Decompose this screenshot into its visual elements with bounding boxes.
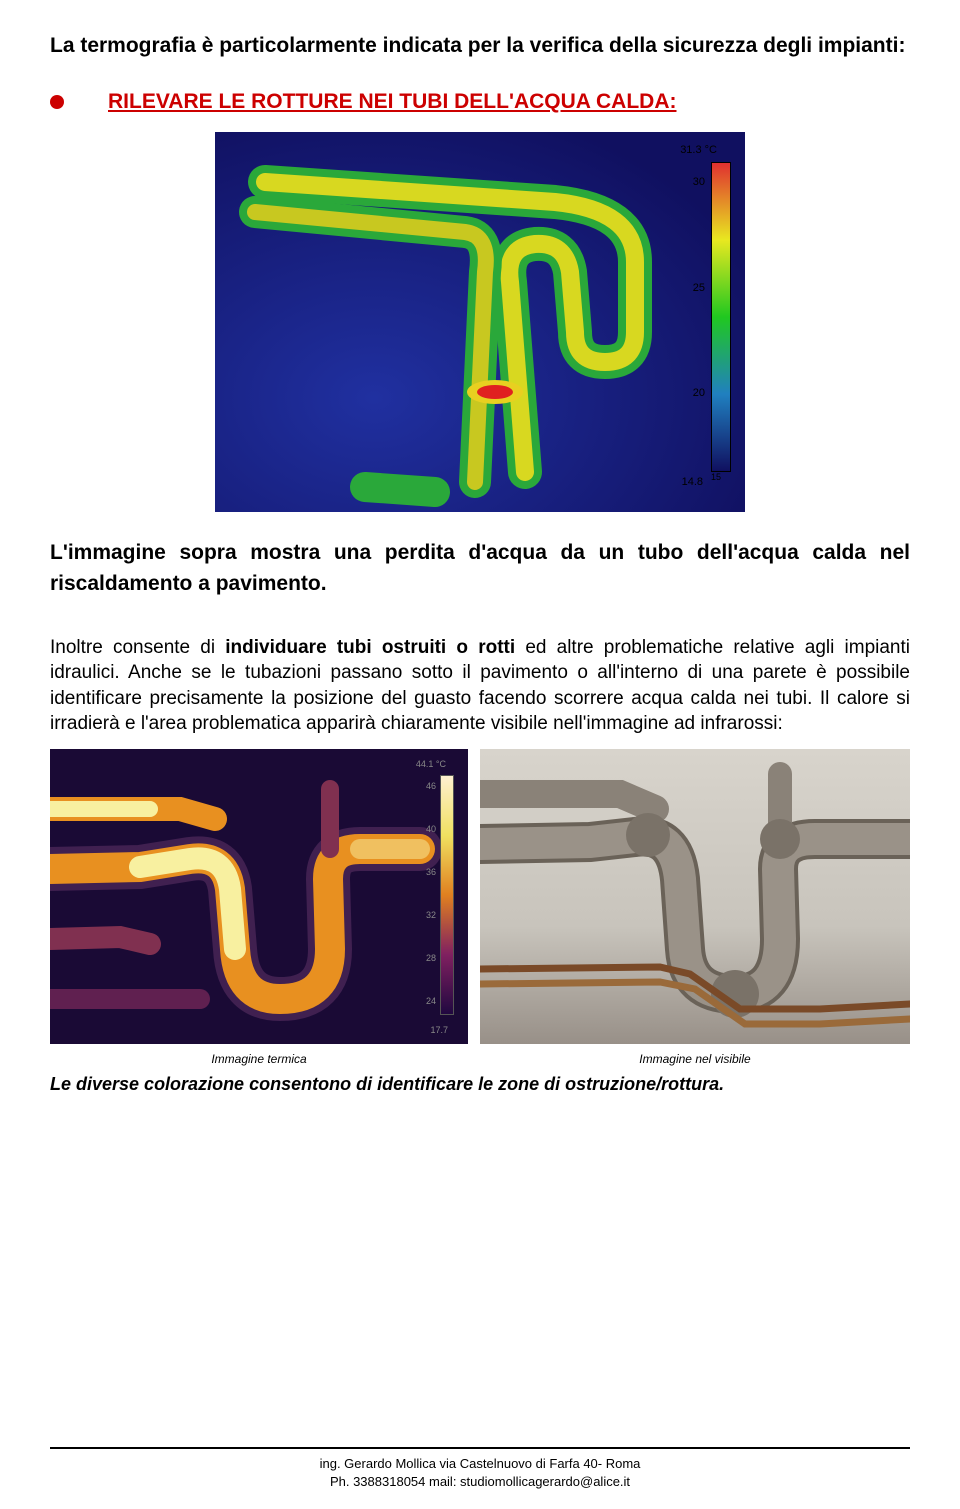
bullet-item: RILEVARE LE ROTTURE NEI TUBI DELL'ACQUA … <box>50 90 910 114</box>
image-comparison-row: 44.1 °C 46 40 36 32 28 24 17.7 <box>50 749 910 1044</box>
colorbar-tick: 25 <box>693 282 705 294</box>
image-captions-row: Immagine termica Immagine nel visibile <box>50 1052 910 1066</box>
footer-line-2: Ph. 3388318054 mail: studiomollicagerard… <box>50 1473 910 1491</box>
para-seg: Inoltre consente di <box>50 637 225 658</box>
thermal-caption: L'immagine sopra mostra una perdita d'ac… <box>50 537 910 600</box>
colorbar-tick: 36 <box>426 867 436 877</box>
colorbar-top-label: 31.3 °C <box>680 144 717 156</box>
footer-divider <box>50 1447 910 1449</box>
page-heading: La termografia è particolarmente indicat… <box>50 30 910 62</box>
colorbar-icon <box>440 775 454 1015</box>
bullet-text: RILEVARE LE ROTTURE NEI TUBI DELL'ACQUA … <box>108 90 676 114</box>
colorbar-tick: 28 <box>426 953 436 963</box>
colorbar-tick: 30 <box>693 176 705 188</box>
colorbar-tick: 32 <box>426 910 436 920</box>
caption-visible: Immagine nel visibile <box>480 1052 910 1066</box>
thermal-image-floor-heating: 31.3 °C 30 25 20 14.8 15 <box>215 132 745 512</box>
colorbar-icon <box>711 162 731 472</box>
colorbar-bottom-label: 14.8 <box>682 476 703 488</box>
colorbar-tick: 24 <box>426 996 436 1006</box>
colorbar-bottom-label: 17.7 <box>430 1025 448 1035</box>
visible-image-pipes <box>480 749 910 1044</box>
comparison-caption: Le diverse colorazione consentono di ide… <box>50 1074 910 1095</box>
page-footer: ing. Gerardo Mollica via Castelnuovo di … <box>50 1447 910 1491</box>
thermal-image-pipes: 44.1 °C 46 40 36 32 28 24 17.7 <box>50 749 468 1044</box>
thermal-pipes-svg <box>215 132 745 512</box>
visible-pipes-svg <box>480 749 910 1044</box>
caption-thermal: Immagine termica <box>50 1052 468 1066</box>
paragraph-body: Inoltre consente di individuare tubi ost… <box>50 635 910 738</box>
colorbar-top-label: 44.1 °C <box>416 759 446 769</box>
thermal-pipes-2-svg <box>50 749 468 1044</box>
colorbar-bottom-exp: 15 <box>711 472 721 482</box>
colorbar-tick: 40 <box>426 824 436 834</box>
footer-line-1: ing. Gerardo Mollica via Castelnuovo di … <box>50 1455 910 1473</box>
colorbar-tick: 46 <box>426 781 436 791</box>
colorbar-tick: 20 <box>693 387 705 399</box>
bullet-dot-icon <box>50 95 64 109</box>
para-bold: individuare tubi ostruiti o rotti <box>225 637 515 658</box>
